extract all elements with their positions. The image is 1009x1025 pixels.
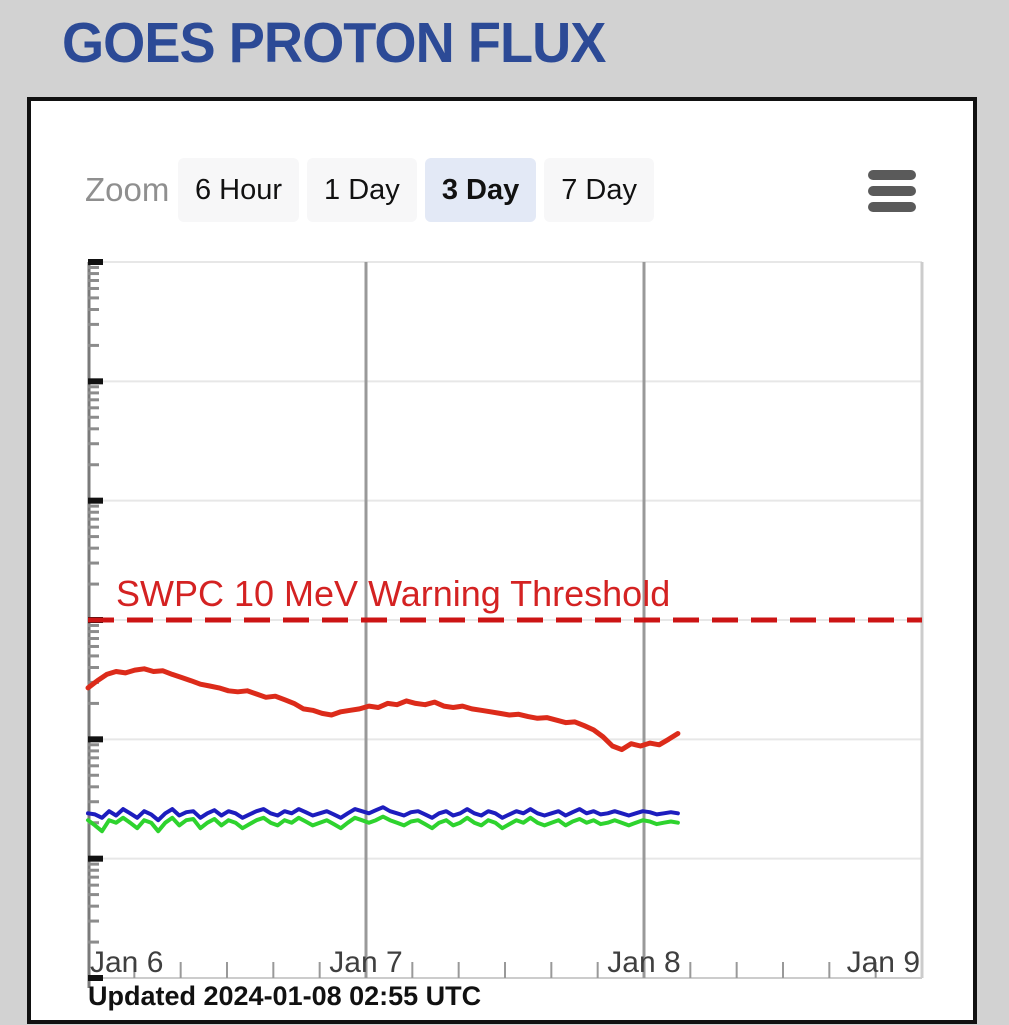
- time-range-button-6hour[interactable]: 6 Hour: [178, 158, 300, 222]
- threshold-label: SWPC 10 MeV Warning Threshold: [116, 573, 670, 614]
- page-title: GOES PROTON FLUX: [62, 11, 606, 75]
- hamburger-icon: [868, 185, 916, 196]
- time-range-button-group: 6 Hour 1 Day 3 Day 7 Day: [178, 158, 654, 222]
- time-range-button-1day[interactable]: 1 Day: [307, 158, 417, 222]
- x-axis-label: Jan 8: [607, 946, 680, 979]
- zoom-label: Zoom: [85, 171, 170, 208]
- green-series-line: [86, 814, 680, 834]
- blue-series-line: [86, 805, 680, 823]
- proton-flux-chart: Jan 6 Jan 7 Jan 8 Jan 9 SWPC 10 MeV Warning …: [85, 259, 924, 988]
- chart-area: Jan 6 Jan 7 Jan 8 Jan 9 SWPC 10 MeV Warning …: [31, 101, 977, 1020]
- hamburger-icon: [868, 201, 916, 212]
- chart-menu-button[interactable]: [868, 169, 916, 212]
- time-range-button-3day[interactable]: 3 Day: [424, 158, 537, 222]
- time-range-button-7day[interactable]: 7 Day: [544, 158, 654, 222]
- chart-toolbar: Zoom 6 Hour 1 Day 3 Day 7 Day: [31, 158, 973, 222]
- x-axis-label: Jan 9: [847, 946, 920, 979]
- chart-panel: Zoom 6 Hour 1 Day 3 Day 7 Day Jan 6 Jan 7…: [27, 97, 977, 1024]
- updated-timestamp: Updated 2024-01-08 02:55 UTC: [88, 981, 482, 1011]
- x-axis-label: Jan 6: [90, 946, 163, 979]
- x-axis-label: Jan 7: [329, 946, 402, 979]
- hamburger-icon: [868, 169, 916, 180]
- red-series-line: [85, 666, 681, 753]
